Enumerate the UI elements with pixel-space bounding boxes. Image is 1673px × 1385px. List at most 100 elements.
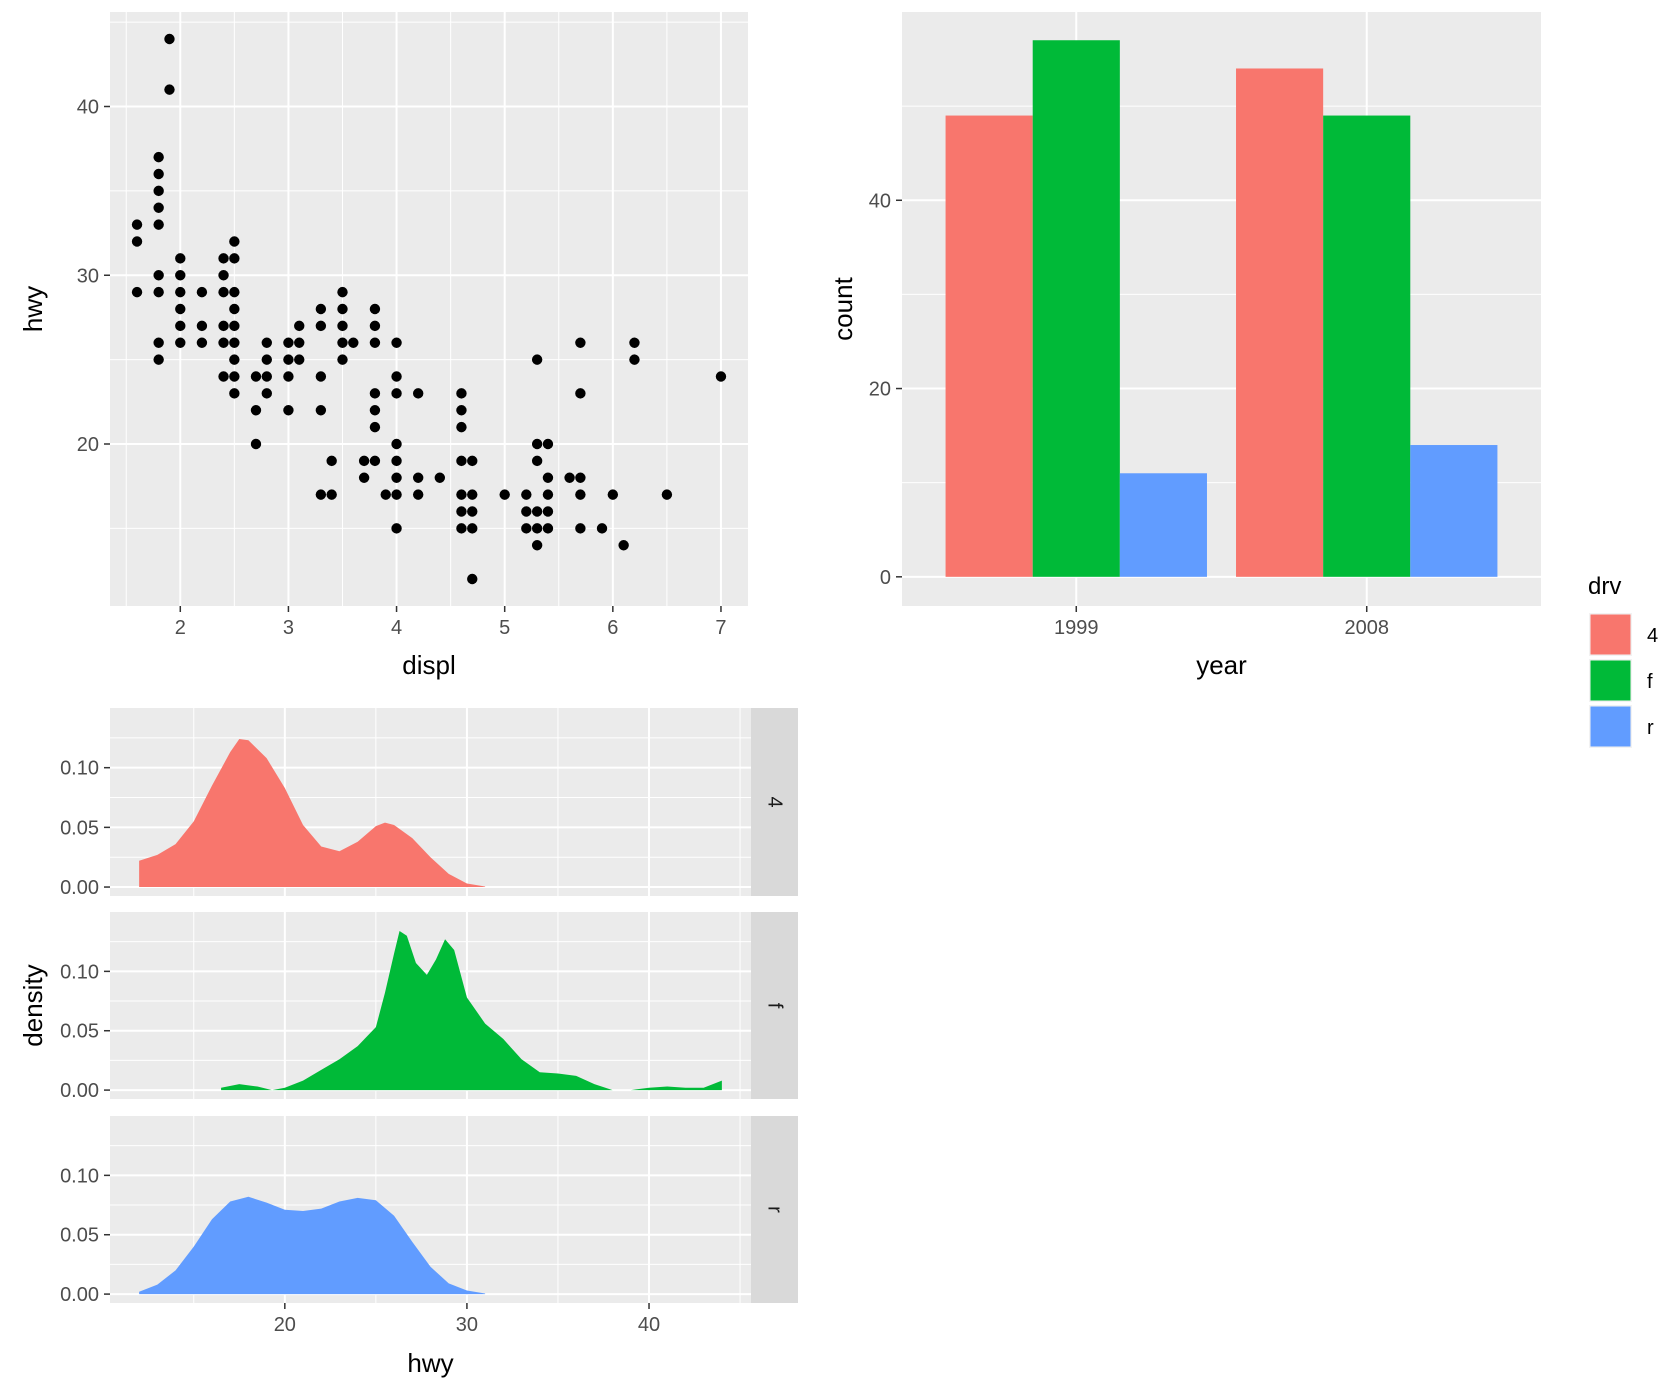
data-point	[294, 337, 305, 348]
data-point	[153, 219, 164, 230]
legend-label: r	[1647, 717, 1654, 739]
scatter-plot: 2 3 4 5 6 7 20 30 40 displ hwy	[18, 12, 748, 680]
data-point	[229, 354, 240, 365]
data-point	[218, 286, 229, 298]
data-point	[499, 489, 510, 500]
data-point	[391, 472, 402, 483]
data-point	[153, 354, 164, 365]
y-tick-label: 0.10	[60, 758, 99, 780]
data-point	[175, 303, 186, 315]
data-point	[391, 388, 402, 399]
data-point	[315, 320, 327, 332]
y-tick-label: 0.00	[60, 1284, 99, 1306]
data-point	[531, 438, 543, 450]
data-point	[218, 371, 229, 382]
y-axis-title: density	[18, 964, 48, 1046]
bar-4-2008	[1236, 68, 1324, 577]
density-facet-plot: 4 0.00 0.05 0.10 f 0.00 0.05 0.10 r 0.00 0.05 0.10 2…	[18, 708, 798, 1378]
data-point	[456, 405, 467, 416]
data-point	[564, 472, 575, 483]
data-point	[337, 320, 348, 332]
legend-title: drv	[1588, 573, 1621, 600]
facet-strip-label: r	[764, 1206, 786, 1213]
bar-chart: 1999 2008 0 20 40 year count drv 4 f r	[828, 12, 1658, 748]
data-point	[261, 371, 272, 382]
data-point	[153, 270, 164, 281]
data-point	[283, 354, 294, 365]
data-point	[575, 337, 586, 348]
plot-panel	[110, 12, 748, 606]
data-point	[391, 523, 402, 534]
y-tick-label: 40	[77, 97, 99, 119]
legend-swatch-f	[1590, 660, 1631, 701]
data-point	[229, 320, 240, 332]
x-tick-label: 40	[638, 1314, 660, 1336]
data-point	[153, 168, 164, 180]
y-tick-label: 0.05	[60, 1225, 99, 1247]
data-point	[218, 253, 229, 264]
data-point	[315, 303, 327, 315]
data-point	[456, 506, 467, 517]
data-point	[456, 523, 467, 534]
data-point	[467, 455, 478, 467]
data-point	[153, 202, 164, 213]
data-point	[531, 523, 543, 534]
data-point	[391, 371, 402, 382]
data-point	[131, 236, 143, 247]
data-point	[326, 489, 337, 500]
y-tick-label: 0	[880, 567, 891, 589]
data-point	[218, 270, 229, 281]
data-point	[434, 472, 446, 483]
data-point	[531, 506, 543, 517]
legend-label: f	[1647, 671, 1653, 693]
data-point	[575, 472, 586, 483]
facet-panel-4: 4 0.00 0.05 0.10	[60, 708, 798, 899]
data-point	[261, 337, 272, 348]
data-point	[531, 354, 543, 365]
data-point	[467, 489, 478, 500]
data-point	[542, 523, 554, 534]
data-point	[575, 388, 586, 399]
data-point	[250, 438, 262, 450]
data-point	[326, 455, 337, 467]
data-point	[412, 388, 424, 399]
data-point	[369, 455, 381, 467]
data-point	[315, 371, 327, 382]
legend-label: 4	[1647, 625, 1658, 647]
data-point	[218, 337, 229, 348]
data-point	[153, 185, 164, 197]
facet-strip-label: f	[764, 1003, 786, 1009]
data-point	[358, 472, 370, 483]
y-tick-label: 0.05	[60, 817, 99, 839]
data-point	[164, 33, 175, 45]
data-point	[380, 489, 391, 500]
data-point	[229, 337, 240, 348]
x-tick-label: 3	[283, 617, 294, 639]
x-tick-label: 5	[499, 617, 510, 639]
facet-panel-r: r 0.00 0.05 0.10	[60, 1116, 798, 1306]
data-point	[175, 270, 186, 281]
legend: drv 4 f r	[1588, 573, 1658, 748]
data-point	[283, 405, 294, 416]
facet-strip	[751, 708, 798, 896]
data-point	[607, 489, 619, 500]
bar-r-2008	[1410, 445, 1498, 577]
data-point	[542, 506, 554, 517]
bar-4-1999	[945, 115, 1033, 577]
facet-strip-label: 4	[764, 796, 786, 807]
y-tick-label: 40	[869, 190, 891, 212]
data-point	[250, 405, 262, 416]
bar-f-1999	[1032, 40, 1120, 577]
data-point	[456, 421, 467, 433]
data-point	[337, 337, 348, 348]
data-point	[196, 320, 208, 332]
data-point	[467, 523, 478, 534]
data-point	[629, 354, 640, 365]
data-point	[456, 455, 467, 467]
data-point	[315, 489, 327, 500]
data-point	[596, 523, 608, 534]
data-point	[196, 337, 208, 348]
data-point	[164, 84, 175, 95]
data-point	[229, 253, 240, 264]
data-point	[229, 371, 240, 382]
